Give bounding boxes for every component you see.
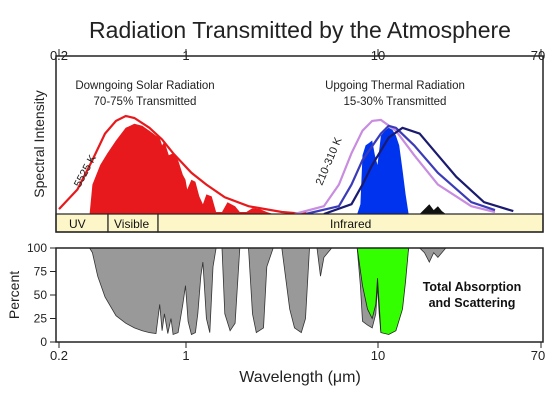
band-infrared-label: Infrared: [330, 217, 371, 231]
thermal-annotation-subtitle: 15-30% Transmitted: [344, 96, 447, 108]
x-tick-label-0-2: 0.2: [50, 348, 68, 363]
blackbody-curve-0: [58, 114, 306, 216]
atmospheric-window-area: [356, 248, 410, 335]
bottom-panel-frame: [55, 247, 544, 343]
top-tick-label-70: 70: [531, 48, 545, 63]
bottom-y-ticks: [50, 247, 56, 343]
top-tick-label-10: 10: [371, 48, 385, 63]
x-tick-label-1: 1: [182, 348, 189, 363]
absorption-label-line-2: and Scattering: [429, 296, 516, 310]
top-tick-label-0-2: 0.2: [50, 48, 68, 63]
bottom-y-axis-label: Percent: [6, 271, 22, 319]
band-visible-label: Visible: [114, 217, 149, 231]
top-panel-curves: [58, 114, 514, 216]
y-tick-label-75: 75: [34, 265, 48, 279]
absorption-panel: 0 25 50 75 100 0.2 1 10 70 Total Absorpt…: [6, 241, 545, 386]
thermal-annotation-title: Upgoing Thermal Radiation: [325, 80, 465, 92]
x-tick-label-70: 70: [531, 348, 545, 363]
chart-title: Radiation Transmitted by the Atmosphere: [89, 17, 511, 43]
y-tick-label-100: 100: [27, 241, 47, 255]
solar-annotation-subtitle: 70-75% Transmitted: [94, 96, 197, 108]
top-tick-label-1: 1: [182, 48, 189, 63]
y-tick-label-25: 25: [34, 312, 48, 326]
blackbody-curve-3: [323, 126, 514, 216]
bottom-panel-areas: [59, 248, 541, 336]
x-tick-label-10: 10: [371, 348, 385, 363]
y-tick-label-50: 50: [34, 288, 48, 302]
spectral-intensity-panel: UV Visible Infrared 0.2 1 10 70 Downgoin…: [31, 48, 545, 233]
x-axis-label: Wavelength (μm): [239, 369, 361, 386]
blackbody-curve-2: [305, 124, 496, 216]
band-uv-label: UV: [69, 217, 86, 231]
y-tick-label-0: 0: [40, 335, 47, 349]
top-panel-frame: [55, 55, 544, 233]
blackbody-curve-1: [294, 118, 496, 216]
top-y-axis-label: Spectral Intensity: [31, 90, 47, 197]
spectrum-fill-4: [89, 123, 310, 214]
top-x-ticks: [58, 49, 542, 56]
absorption-label-line-1: Total Absorption: [423, 280, 522, 294]
spectrum-fill-6: [419, 204, 446, 214]
bottom-x-ticks: [58, 342, 542, 348]
solar-annotation-title: Downgoing Solar Radiation: [75, 80, 214, 92]
